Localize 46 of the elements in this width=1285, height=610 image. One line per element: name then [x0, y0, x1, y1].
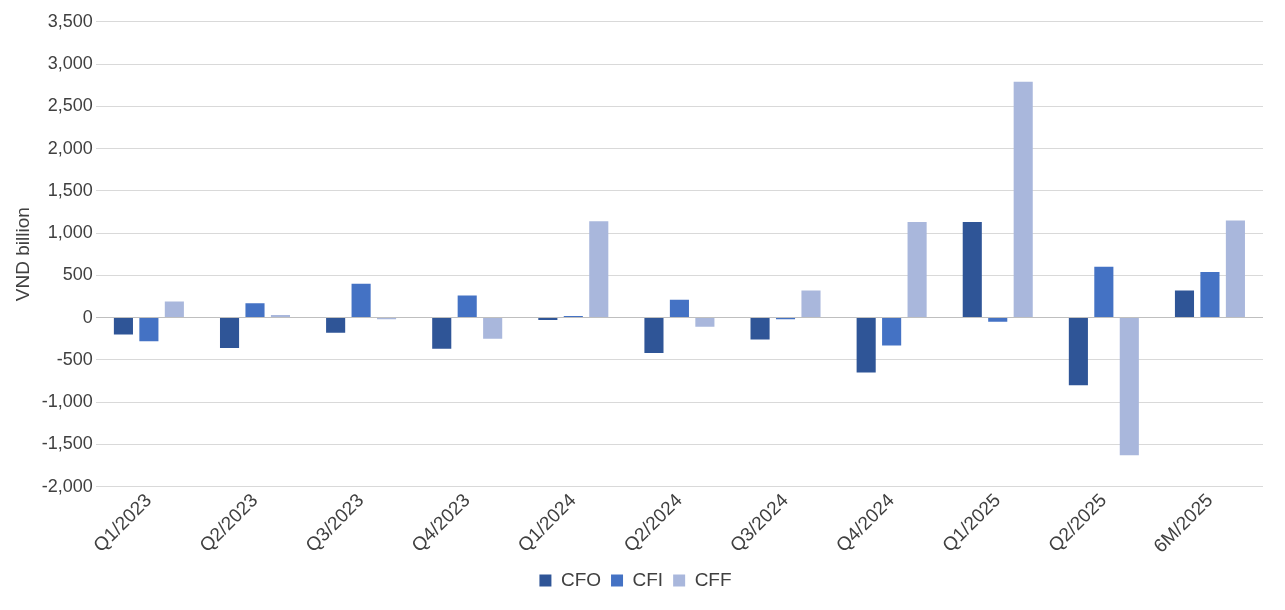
y-tick-label: 2,500: [47, 95, 93, 116]
bar: [538, 318, 558, 321]
bar: [326, 318, 346, 333]
bar: [219, 318, 240, 348]
bar: [801, 290, 821, 318]
bar: [882, 318, 902, 346]
y-tick-label: 3,500: [47, 10, 93, 31]
bar: [750, 318, 770, 340]
y-tick-label: 500: [62, 264, 93, 285]
bar: [962, 222, 982, 318]
legend-label: CFI: [632, 568, 664, 590]
y-tick-label: -2,000: [41, 475, 93, 496]
y-tick-label: -500: [56, 348, 93, 369]
bar: [669, 299, 689, 318]
bar: [139, 318, 159, 342]
bar: [589, 221, 609, 318]
bar: [457, 295, 477, 318]
bar: [245, 303, 265, 318]
bar: [270, 315, 291, 318]
bar: [856, 318, 876, 373]
legend-label: CFO: [560, 568, 602, 590]
bar: [1094, 266, 1114, 318]
bar: [1225, 220, 1245, 318]
bar: [432, 318, 452, 349]
bar: [695, 318, 715, 327]
y-tick-label: 3,000: [47, 53, 93, 74]
y-tick-label: 0: [82, 306, 93, 327]
bar: [351, 283, 371, 318]
y-tick-label: -1,000: [41, 391, 93, 412]
bar: [644, 318, 664, 354]
y-axis-title: VND billion: [11, 207, 33, 302]
legend-label: CFF: [694, 568, 732, 590]
y-tick-label: 1,000: [47, 222, 93, 243]
bar: [1174, 290, 1195, 318]
bar: [1013, 81, 1033, 318]
bar: [988, 318, 1008, 322]
bar: [483, 318, 503, 339]
y-tick-label: -1,500: [41, 433, 93, 454]
bar: [164, 301, 184, 318]
bar: [1119, 318, 1139, 456]
y-tick-label: 1,500: [47, 179, 93, 200]
bar: [1200, 271, 1220, 318]
bar: [113, 318, 133, 335]
bar: [1068, 318, 1088, 386]
bar: [907, 222, 927, 318]
y-tick-label: 2,000: [47, 137, 93, 158]
